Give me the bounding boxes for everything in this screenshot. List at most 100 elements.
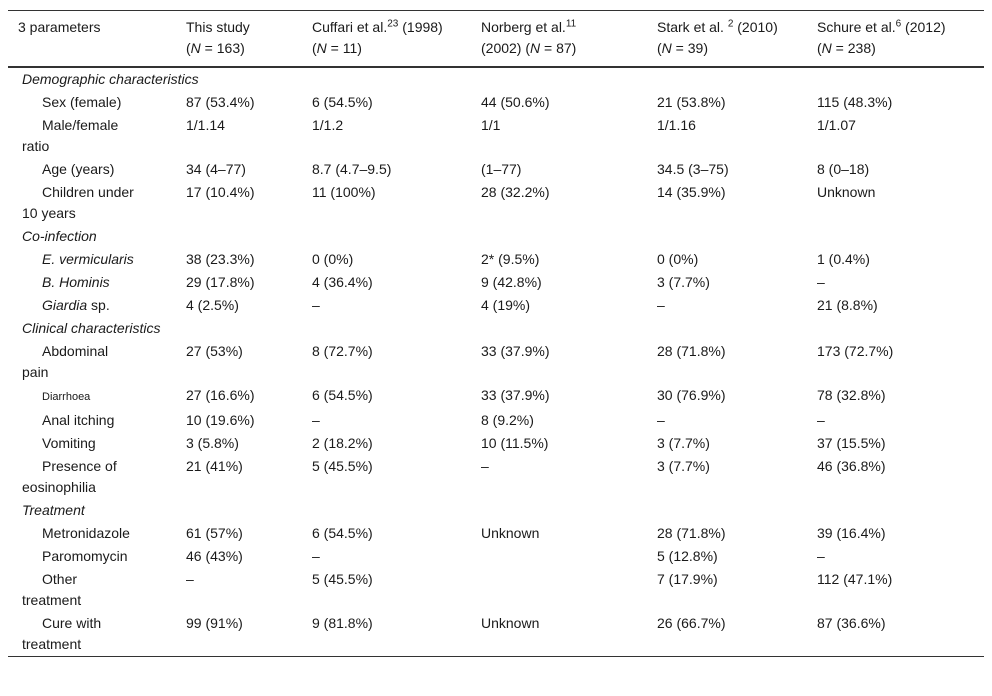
data-row: Other treatment – 5 (45.5%) 7 (17.9%) 112 (4… [8, 568, 984, 612]
data-cell: 26 (66.7%) [657, 615, 726, 631]
data-cell: Unknown [481, 525, 540, 541]
header-cell: Cuffari et al.23 (1998) (N = 11) [302, 11, 471, 68]
text-segment: Cure with treatment [22, 615, 102, 652]
data-cell: 10 (11.5%) [481, 435, 549, 451]
data-cell: 29 (17.8%) [186, 274, 255, 290]
row-label: Male/female ratio [8, 114, 176, 158]
data-cell: 8.7 (4.7–9.5) [312, 161, 392, 177]
row-label: Vomiting [8, 432, 176, 455]
data-cell: 3 (7.7%) [657, 458, 710, 474]
data-cell: 34 (4–77) [186, 161, 246, 177]
text-segment: Other treatment [22, 571, 82, 608]
data-cell: 1/1.16 [657, 117, 696, 133]
section-row: Clinical characteristics [8, 317, 984, 340]
data-row: Sex (female) 87 (53.4%) 6 (54.5%) 44 (50.6%… [8, 91, 984, 114]
row-label: Paromomycin [8, 545, 176, 568]
data-cell: 39 (16.4%) [817, 525, 886, 541]
header-cell: 3 parameters [8, 11, 176, 68]
data-cell: 11 (100%) [312, 184, 376, 200]
text-segment: Metronidazole [42, 525, 130, 541]
header-cell: This study (N = 163) [176, 11, 302, 68]
data-cell: – [817, 274, 825, 290]
data-cell: – [817, 548, 825, 564]
data-cell: 33 (37.9%) [481, 343, 550, 359]
text-segment: ( [817, 40, 822, 56]
text-segment: Sex (female) [42, 94, 122, 110]
text-segment: 11 [565, 18, 577, 30]
data-cell: 38 (23.3%) [186, 251, 255, 267]
data-cell: 27 (53%) [186, 343, 243, 359]
section-row: Treatment [8, 499, 984, 522]
text-segment: ( [312, 40, 317, 56]
data-cell: 115 (48.3%) [817, 94, 893, 110]
data-cell: 2* (9.5%) [481, 251, 540, 267]
text-segment: Age (years) [42, 161, 115, 177]
data-cell: 6 (54.5%) [312, 387, 373, 403]
data-cell: 0 (0%) [657, 251, 699, 267]
text-segment: Paromomycin [42, 548, 128, 564]
row-label: Other treatment [8, 568, 176, 612]
text-segment: E. vermicularis [42, 251, 134, 267]
data-cell: 1/1.2 [312, 117, 344, 133]
text-segment: N [530, 40, 541, 56]
text-segment: (2010) [733, 19, 778, 35]
row-label: Giardia sp. [8, 294, 176, 317]
header-line: (N = 11) [312, 38, 465, 59]
data-cell: 5 (12.8%) [657, 548, 718, 564]
data-table: 3 parameters This study (N = 163) Cuffari e… [8, 10, 984, 657]
data-cell: 9 (81.8%) [312, 615, 373, 631]
data-cell: – [312, 297, 320, 313]
table-header: 3 parameters This study (N = 163) Cuffari e… [8, 10, 984, 68]
header-cell: Stark et al. 2 (2010) (N = 39) [647, 11, 807, 68]
data-row: Cure with treatment 99 (91%) 9 (81.8%) Unkn… [8, 612, 984, 657]
text-segment: = 87) [540, 40, 577, 56]
data-cell: 30 (76.9%) [657, 387, 726, 403]
data-cell: 4 (2.5%) [186, 297, 239, 313]
text-segment: Giardia [42, 297, 88, 313]
data-cell: 37 (15.5%) [817, 435, 886, 451]
data-row: Abdominal pain 27 (53%) 8 (72.7%) 33 (37.9%… [8, 340, 984, 384]
data-cell: 44 (50.6%) [481, 94, 550, 110]
row-label: Metronidazole [8, 522, 176, 545]
data-cell: – [657, 297, 665, 313]
data-row: Diarrhoea 27 (16.6%) 6 (54.5%) 33 (37.9%) 30… [8, 384, 984, 409]
header-line: Stark et al. 2 (2010) [657, 17, 801, 38]
data-cell: 21 (41%) [186, 458, 243, 474]
data-cell: 3 (7.7%) [657, 435, 710, 451]
data-cell: 3 (5.8%) [186, 435, 239, 451]
data-cell: 1 (0.4%) [817, 251, 870, 267]
header-line: Schure et al.6 (2012) [817, 17, 978, 38]
data-cell: Unknown [481, 615, 540, 631]
row-label: B. Hominis [8, 271, 176, 294]
data-cell [471, 568, 647, 612]
section-title: Demographic characteristics [22, 71, 199, 87]
text-segment: N [190, 40, 201, 56]
text-segment: = 39) [671, 40, 708, 56]
header-row: 3 parameters This study (N = 163) Cuffari e… [8, 10, 984, 68]
data-cell: 2 (18.2%) [312, 435, 373, 451]
text-segment: 23 [387, 18, 399, 30]
data-cell: 99 (91%) [186, 615, 243, 631]
text-segment: N [316, 40, 327, 56]
data-cell: 6 (54.5%) [312, 525, 373, 541]
data-cell: 8 (72.7%) [312, 343, 373, 359]
data-cell: 10 (19.6%) [186, 412, 255, 428]
data-cell: 5 (45.5%) [312, 458, 373, 474]
header-line: Cuffari et al.23 (1998) [312, 17, 465, 38]
data-cell: – [186, 571, 194, 587]
text-segment: Vomiting [42, 435, 96, 451]
header-line: (N = 39) [657, 38, 801, 59]
data-cell: 6 (54.5%) [312, 94, 373, 110]
data-row: Metronidazole 61 (57%) 6 (54.5%) Unknown 28 … [8, 522, 984, 545]
data-cell: 21 (8.8%) [817, 297, 878, 313]
data-row: E. vermicularis 38 (23.3%) 0 (0%) 2* (9.5%)… [8, 248, 984, 271]
data-row: Children under 10 years 17 (10.4%) 11 (100… [8, 181, 984, 225]
text-segment: Anal itching [42, 412, 115, 428]
data-cell: – [312, 548, 320, 564]
text-segment: = 238) [831, 40, 876, 56]
text-segment: (2012) [901, 19, 946, 35]
section-row: Demographic characteristics [8, 67, 984, 91]
header-cell: Norberg et al.11 (2002) (N = 87) [471, 11, 647, 68]
row-label: Diarrhoea [8, 384, 176, 409]
text-segment: Cuffari et al. [312, 19, 388, 35]
